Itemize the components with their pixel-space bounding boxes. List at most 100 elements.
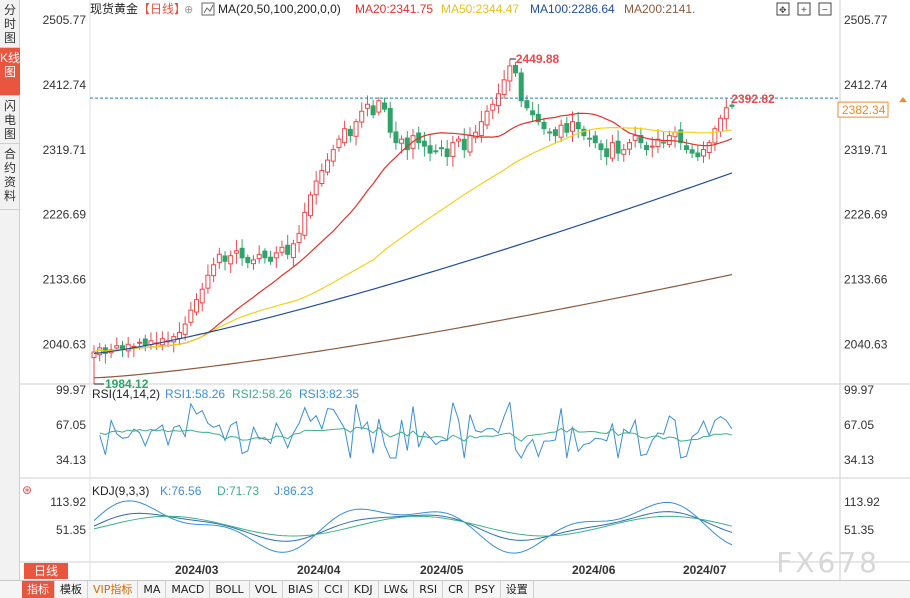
candle-up xyxy=(302,211,308,236)
candle-down xyxy=(729,104,735,107)
candle-down xyxy=(421,140,427,147)
candle-down xyxy=(404,137,410,151)
kdj-title: KDJ(9,3,3) xyxy=(92,484,149,498)
candle-up xyxy=(216,253,222,263)
indicator-tab-12[interactable]: CR xyxy=(443,581,470,598)
rsi-tick-left: 34.13 xyxy=(56,453,86,467)
candle-up xyxy=(558,124,564,138)
candle-up xyxy=(655,138,661,147)
candle-down xyxy=(370,105,376,116)
kdj-j-value: J:86.23 xyxy=(274,484,314,498)
period-label-text: 【日线】 xyxy=(138,2,186,16)
candle-down xyxy=(382,102,388,110)
candle-up xyxy=(649,145,655,148)
candle-up xyxy=(336,138,342,149)
candle-up xyxy=(570,121,575,132)
zoom-in-glyph: + xyxy=(801,5,807,16)
candle-up xyxy=(706,142,712,153)
candle-down xyxy=(427,145,433,154)
indicator-tab-1[interactable]: 模板 xyxy=(55,581,88,598)
settings-icon[interactable]: ⊕ xyxy=(184,4,193,16)
ma100-line xyxy=(93,172,733,354)
candle-down xyxy=(239,247,245,259)
candle-down xyxy=(262,250,268,259)
move-icon[interactable] xyxy=(776,2,790,16)
low-annotation: 1984.12 xyxy=(105,377,149,391)
candlestick-panel[interactable]: 2505.77 2505.77 2412.74 2412.74 2319.71 2319.… xyxy=(20,0,910,580)
candle-up xyxy=(325,159,331,173)
last-price-value: 2382.34 xyxy=(842,103,886,117)
candle-down xyxy=(513,64,519,74)
y-tick-label-left: 2226.69 xyxy=(43,208,87,222)
zoom-out-icon[interactable] xyxy=(818,2,832,16)
candle-down xyxy=(530,110,536,116)
tab-kline[interactable]: K线图 xyxy=(0,48,20,96)
indicator-tab-10[interactable]: LW& xyxy=(379,581,415,598)
indicator-tab-2[interactable]: VIP指标 xyxy=(88,581,139,598)
candle-down xyxy=(638,134,644,144)
candle-up xyxy=(97,347,103,356)
rsi3-value: RSI3:82.35 xyxy=(299,387,359,401)
x-tick-label: 2024/06 xyxy=(572,563,616,577)
indicator-tab-8[interactable]: CCI xyxy=(319,581,349,598)
candle-down xyxy=(245,256,251,264)
candle-up xyxy=(359,110,365,123)
toolbar-icons: − + ✥ xyxy=(776,2,832,16)
instrument-name: 现货黄金 xyxy=(90,1,138,16)
tab-timeshare[interactable]: 分时图 xyxy=(0,0,20,48)
candle-down xyxy=(268,256,274,262)
tab-contract-info[interactable]: 合约资料 xyxy=(0,144,20,210)
candle-up xyxy=(467,135,473,153)
candle-down xyxy=(689,149,695,154)
candle-up xyxy=(495,93,501,107)
candle-up xyxy=(199,288,205,304)
indicator-tab-7[interactable]: BIAS xyxy=(283,581,320,598)
indicator-tab-11[interactable]: RSI xyxy=(414,581,444,598)
candle-up xyxy=(279,246,285,253)
candle-up xyxy=(319,170,325,185)
rsi-panel[interactable]: 99.97 99.97 67.05 67.05 34.13 34.13 RSI(14,14,… xyxy=(56,383,874,467)
y-tick-label-right: 2319.71 xyxy=(844,143,888,157)
candle-up xyxy=(290,243,296,259)
kdj-panel[interactable]: 113.92 113.92 51.35 51.35 ⊛ KDJ(9,3,3) K:76.56… xyxy=(22,483,880,554)
rsi-tick-right: 34.13 xyxy=(844,453,874,467)
indicator-tab-6[interactable]: VOL xyxy=(250,581,283,598)
candle-down xyxy=(695,152,701,158)
kdj-tick-left: 113.92 xyxy=(50,495,86,509)
candle-up xyxy=(672,131,678,138)
x-tick-label: 2024/07 xyxy=(683,563,727,577)
candle-down xyxy=(518,72,524,102)
zoom-in-icon[interactable] xyxy=(797,2,811,16)
rsi-tick-left: 67.05 xyxy=(56,418,86,432)
period-button[interactable]: 日线 xyxy=(24,563,68,579)
candle-up xyxy=(478,121,484,137)
indicator-tab-14[interactable]: 设置 xyxy=(501,581,534,598)
indicator-tab-4[interactable]: MACD xyxy=(166,581,211,598)
chart[interactable]: 2505.77 2505.77 2412.74 2412.74 2319.71 2319.… xyxy=(20,0,910,580)
candle-up xyxy=(376,100,382,113)
indicator-tab-5[interactable]: BOLL xyxy=(210,581,250,598)
candle-down xyxy=(393,131,399,144)
candle-up xyxy=(194,299,200,313)
recent-high-annotation: 2392.82 xyxy=(731,92,775,106)
candle-up xyxy=(364,103,370,109)
chart-type-icon[interactable] xyxy=(201,2,215,16)
indicator-tab-9[interactable]: KDJ xyxy=(349,581,379,598)
candle-up xyxy=(456,138,462,142)
candle-up xyxy=(188,309,194,323)
ma-label: MA(20,50,100,200,0,0) xyxy=(218,2,341,16)
indicator-tab-0[interactable]: 指标 xyxy=(22,581,55,598)
tab-lightning[interactable]: 闪电图 xyxy=(0,96,20,144)
rsi-tick-left: 99.97 xyxy=(56,383,86,397)
candle-down xyxy=(535,113,541,123)
candle-down xyxy=(142,338,148,346)
candle-up xyxy=(137,341,143,344)
indicator-tab-3[interactable]: MA xyxy=(138,581,167,598)
indicator-tab-13[interactable]: PSY xyxy=(469,581,501,598)
candle-up xyxy=(307,194,313,217)
candle-down xyxy=(604,148,610,158)
candle-up xyxy=(626,142,632,150)
candle-up xyxy=(621,149,627,155)
x-tick-label: 2024/05 xyxy=(420,563,464,577)
y-tick-label-right: 2040.63 xyxy=(844,338,888,352)
